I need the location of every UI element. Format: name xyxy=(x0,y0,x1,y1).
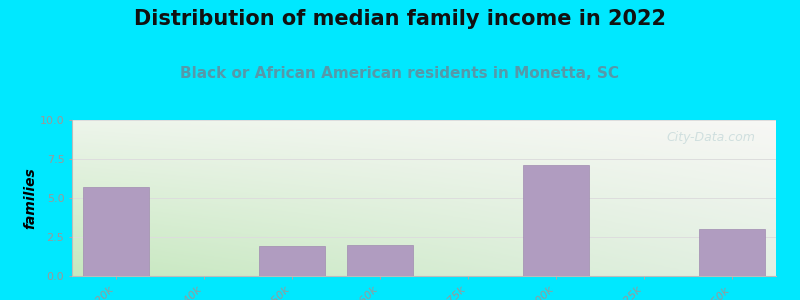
Text: Black or African American residents in Monetta, SC: Black or African American residents in M… xyxy=(181,66,619,81)
Text: Distribution of median family income in 2022: Distribution of median family income in … xyxy=(134,9,666,29)
Text: City-Data.com: City-Data.com xyxy=(666,131,755,144)
Bar xyxy=(699,229,765,276)
Bar xyxy=(83,187,149,276)
Bar xyxy=(523,165,589,276)
Bar xyxy=(347,245,413,276)
Bar xyxy=(259,246,325,276)
Y-axis label: families: families xyxy=(23,167,37,229)
